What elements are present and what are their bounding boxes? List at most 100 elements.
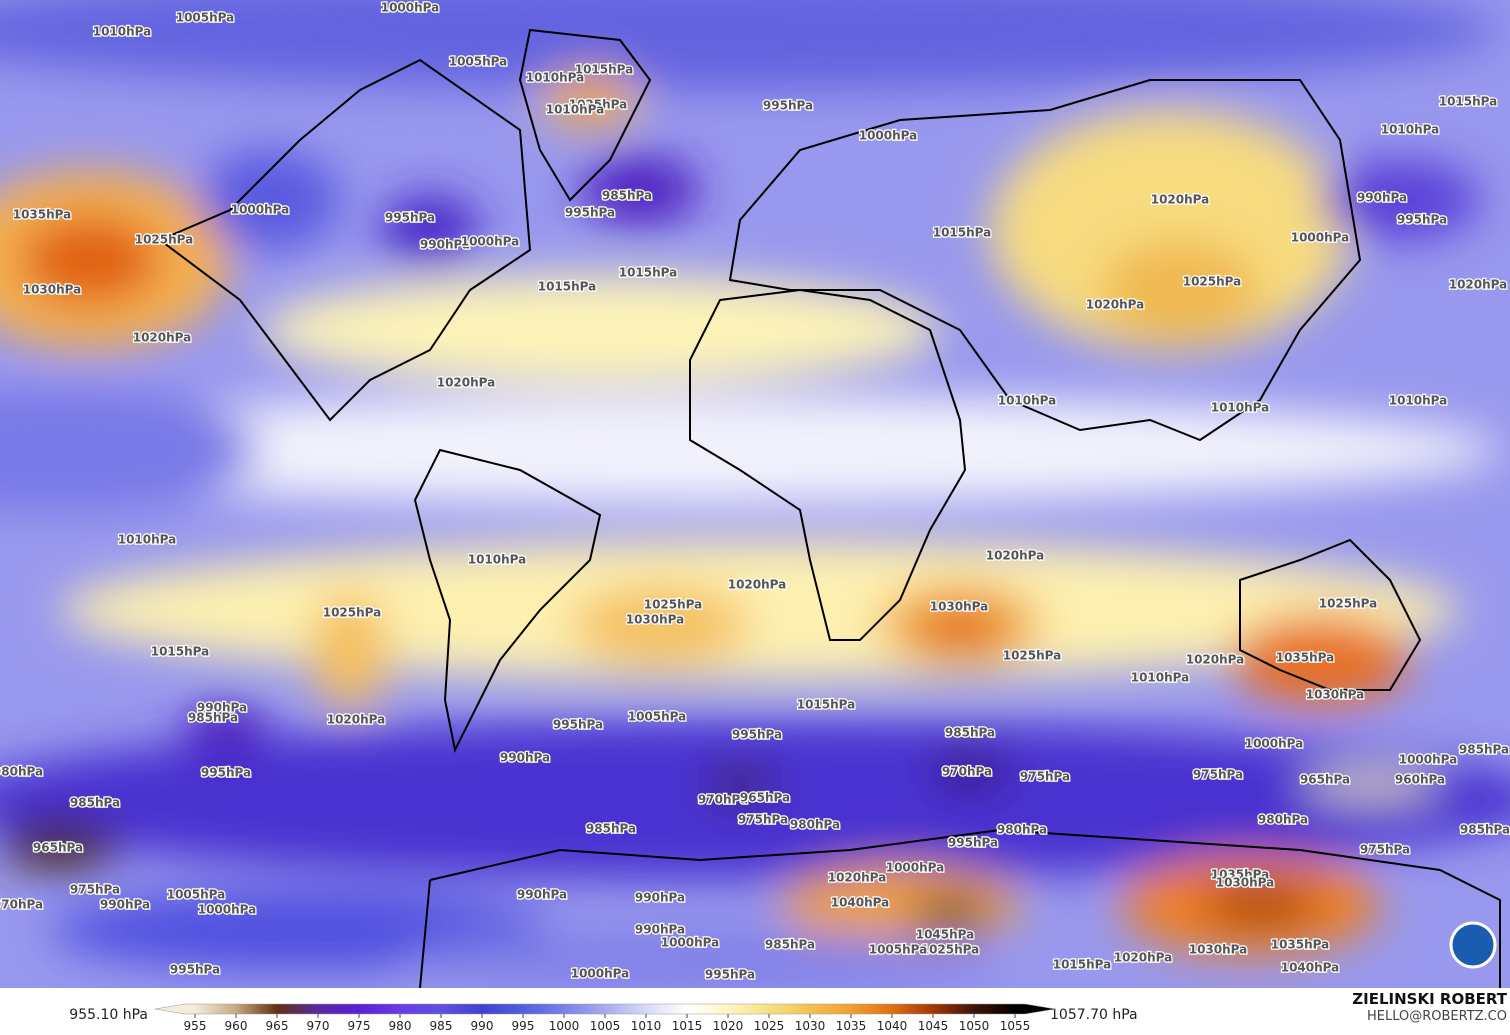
isobar-label: 1010hPa bbox=[118, 533, 177, 547]
isobar-label: 1000hPa bbox=[661, 936, 720, 950]
isobar-label: 990hPa bbox=[420, 238, 470, 252]
pressure-region bbox=[0, 720, 1510, 880]
isobar-label: 985hPa bbox=[602, 189, 652, 203]
isobar-label: 965hPa bbox=[740, 791, 790, 805]
isobar-label: 1005hPa bbox=[628, 710, 687, 724]
isobar-label: 1025hPa bbox=[135, 233, 194, 247]
isobar-label: 1015hPa bbox=[151, 645, 210, 659]
isobar-label: 1040hPa bbox=[831, 896, 890, 910]
isobar-label: 965hPa bbox=[1300, 773, 1350, 787]
colorbar-max-label: 1057.70 hPa bbox=[1050, 1007, 1138, 1023]
pressure-region bbox=[580, 155, 700, 225]
isobar-label: 1020hPa bbox=[986, 549, 1045, 563]
pressure-region bbox=[1100, 240, 1260, 340]
isobar-label: 1035hPa bbox=[13, 208, 72, 222]
isobar-label: 1025hPa bbox=[323, 606, 382, 620]
pressure-region bbox=[20, 215, 160, 305]
isobar-label: 995hPa bbox=[705, 968, 755, 982]
pressure-region bbox=[260, 275, 940, 385]
isobar-label: 1015hPa bbox=[1053, 958, 1112, 972]
colorbar-tick-label: 1015 bbox=[672, 1019, 703, 1033]
isobar-label: 1035hPa bbox=[1271, 938, 1330, 952]
isobar-label: 1010hPa bbox=[546, 103, 605, 117]
colorbar-tick-label: 990 bbox=[471, 1019, 494, 1033]
colorbar-tick-label: 965 bbox=[266, 1019, 289, 1033]
isobar-label: 970hPa bbox=[698, 793, 748, 807]
colorbar-tick-label: 1020 bbox=[713, 1019, 744, 1033]
isobar-label: 1005hPa bbox=[869, 943, 928, 957]
isobar-label: 1020hPa bbox=[327, 713, 386, 727]
isobar-label: 990hPa bbox=[635, 891, 685, 905]
isobar-label: 1020hPa bbox=[1151, 193, 1210, 207]
eurasia-outline bbox=[728, 79, 1362, 442]
isobar-label: 1000hPa bbox=[571, 967, 630, 981]
isobar-label: 1015hPa bbox=[575, 63, 634, 77]
isobar-label: 990hPa bbox=[100, 898, 150, 912]
isobar-label: 1010hPa bbox=[1389, 394, 1448, 408]
isobar-label: 1035hPa bbox=[1211, 868, 1270, 882]
colorbar-tick-label: 1045 bbox=[918, 1019, 949, 1033]
isobar-label: 980hPa bbox=[0, 765, 43, 779]
pressure-region bbox=[200, 150, 340, 250]
isobar-label: 1010hPa bbox=[998, 394, 1057, 408]
isobar-label: 1030hPa bbox=[626, 613, 685, 627]
colorbar-tick-label: 1040 bbox=[877, 1019, 908, 1033]
isobar-label: 1015hPa bbox=[538, 280, 597, 294]
isobar-label: 965hPa bbox=[33, 841, 83, 855]
south-america-outline bbox=[413, 448, 602, 754]
colorbar-bar bbox=[154, 1003, 1056, 1015]
colorbar-tick-label: 995 bbox=[512, 1019, 535, 1033]
isobar-label: 1010hPa bbox=[1131, 671, 1190, 685]
pressure-region bbox=[570, 585, 750, 665]
coastlines bbox=[158, 28, 1501, 989]
isobar-label: 995hPa bbox=[1397, 213, 1447, 227]
isobar-label: 985hPa bbox=[70, 796, 120, 810]
pressure-field bbox=[0, 0, 1510, 988]
isobar-label: 1045hPa bbox=[916, 928, 975, 942]
isobar-label: 985hPa bbox=[188, 711, 238, 725]
pressure-region bbox=[565, 88, 615, 112]
isobar-label: 980hPa bbox=[997, 823, 1047, 837]
colorbar-tick-label: 975 bbox=[348, 1019, 371, 1033]
isobar-label: 1020hPa bbox=[728, 578, 787, 592]
isobar-label: 1030hPa bbox=[1216, 876, 1275, 890]
isobar-label: 1020hPa bbox=[828, 871, 887, 885]
pressure-region bbox=[1320, 160, 1480, 240]
isobar-label: 975hPa bbox=[738, 813, 788, 827]
isobar-label: 1000hPa bbox=[859, 129, 918, 143]
isobar-label: 980hPa bbox=[790, 818, 840, 832]
isobar-label: 1000hPa bbox=[1291, 231, 1350, 245]
pressure-region bbox=[920, 610, 1000, 650]
isobar-label: 1010hPa bbox=[93, 25, 152, 39]
isobar-label: 1005hPa bbox=[167, 888, 226, 902]
colorbar-tick-label: 955 bbox=[184, 1019, 207, 1033]
antarctica-outline bbox=[419, 828, 1501, 989]
isobar-label: 1030hPa bbox=[23, 283, 82, 297]
isobar-label: 1025hPa bbox=[1003, 649, 1062, 663]
isobar-label: 1010hPa bbox=[526, 71, 585, 85]
isobar-label: 1040hPa bbox=[1281, 961, 1340, 975]
pressure-region bbox=[0, 0, 1500, 90]
pressure-region bbox=[1200, 885, 1320, 925]
isobar-labels: 1005hPa1000hPa1010hPa1005hPa1015hPa1010h… bbox=[0, 0, 1510, 983]
colorbar-tick-label: 960 bbox=[225, 1019, 248, 1033]
isobar-label: 1000hPa bbox=[461, 235, 520, 249]
colorbar-tick-label: 970 bbox=[307, 1019, 330, 1033]
noaa-logo bbox=[1449, 921, 1497, 969]
pressure-region bbox=[185, 700, 265, 760]
isobar-label: 1030hPa bbox=[930, 600, 989, 614]
colorbar-tick-label: 1005 bbox=[590, 1019, 621, 1033]
colorbar-tick-label: 1055 bbox=[1000, 1019, 1031, 1033]
isobar-label: 1010hPa bbox=[468, 553, 527, 567]
pressure-region bbox=[400, 930, 1000, 988]
isobar-label: 1010hPa bbox=[1381, 123, 1440, 137]
isobar-label: 985hPa bbox=[765, 938, 815, 952]
colorbar-tick-label: 1050 bbox=[959, 1019, 990, 1033]
isobar-label: 985hPa bbox=[586, 822, 636, 836]
isobar-label: 975hPa bbox=[1020, 770, 1070, 784]
isobar-label: 995hPa bbox=[732, 728, 782, 742]
isobar-label: 1000hPa bbox=[1245, 737, 1304, 751]
pressure-region bbox=[910, 900, 990, 930]
isobar-label: 970hPa bbox=[942, 765, 992, 779]
